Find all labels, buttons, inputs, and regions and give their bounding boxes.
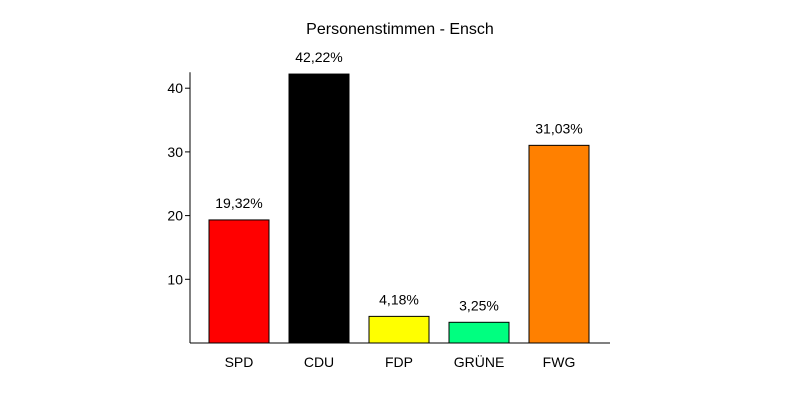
category-label: FWG: [543, 354, 576, 370]
bar-cdu: [288, 73, 350, 344]
data-labels: 19,32% 42,22% 4,18% 3,25% 31,03%: [215, 49, 582, 313]
category-label: CDU: [304, 354, 334, 370]
category-label: GRÜNE: [454, 353, 505, 370]
y-axis: 10 20 30 40: [167, 72, 191, 343]
data-label: 42,22%: [295, 49, 342, 65]
category-labels: SPD CDU FDP GRÜNE FWG: [225, 353, 576, 370]
data-label: 4,18%: [379, 291, 419, 307]
y-tick-label: 20: [167, 208, 183, 224]
data-label: 31,03%: [535, 120, 582, 136]
bars: [208, 73, 590, 344]
y-tick-label: 40: [167, 80, 183, 96]
y-tick-label: 30: [167, 144, 183, 160]
chart-title: Personenstimmen - Ensch: [306, 21, 494, 38]
data-label: 3,25%: [459, 297, 499, 313]
category-label: SPD: [225, 354, 254, 370]
data-label: 19,32%: [215, 195, 262, 211]
bar-fwg: [528, 144, 590, 344]
bar-grüne: [448, 321, 510, 344]
category-label: FDP: [385, 354, 413, 370]
bar-spd: [208, 219, 270, 344]
y-tick-label: 10: [167, 271, 183, 287]
bar-fdp: [368, 315, 430, 344]
